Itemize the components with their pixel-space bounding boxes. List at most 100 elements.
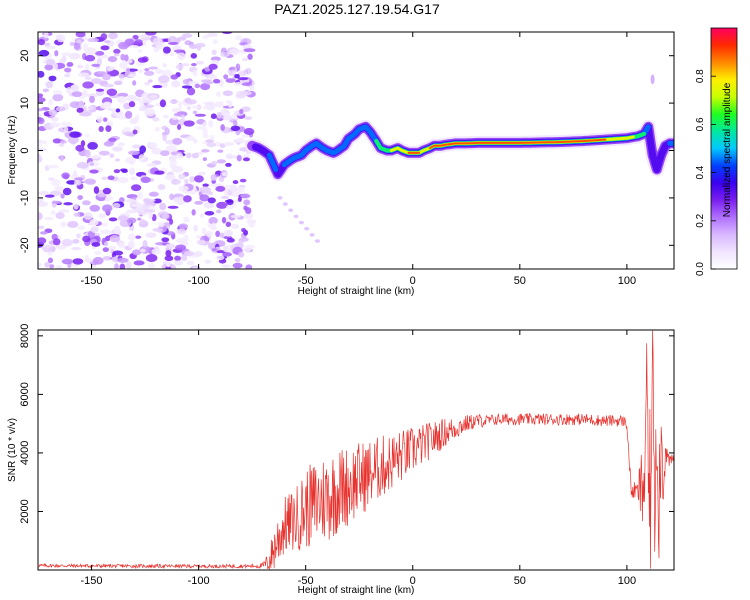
noise-blob <box>76 107 84 113</box>
noise-blob <box>152 84 163 89</box>
noise-blob <box>137 57 148 63</box>
noise-blob <box>39 197 44 203</box>
noise-blob <box>89 155 102 159</box>
noise-blob <box>113 53 120 57</box>
noise-blob <box>117 176 129 184</box>
noise-blob <box>74 177 84 181</box>
noise-blob <box>66 180 77 185</box>
colorbar-tick-label: 0.6 <box>695 117 706 131</box>
noise-blob <box>244 116 253 120</box>
x-tick-label: 100 <box>618 575 636 587</box>
noise-blob <box>298 220 304 225</box>
colorbar-label: Normalized spectral amplitude <box>722 82 733 217</box>
noise-blob <box>135 97 142 102</box>
noise-blob <box>202 183 209 187</box>
noise-blob <box>199 194 210 202</box>
noise-blob <box>167 36 178 44</box>
noise-blob <box>170 178 181 185</box>
noise-blob <box>107 245 117 250</box>
noise-blob <box>243 48 256 53</box>
noise-blob <box>72 258 84 265</box>
noise-blob <box>43 32 49 39</box>
noise-blob <box>226 198 234 206</box>
noise-blob <box>128 73 137 78</box>
noise-blob <box>204 259 212 264</box>
noise-blob <box>194 200 204 205</box>
colorbar-tick-label: 0.8 <box>695 69 706 83</box>
noise-blob <box>43 42 51 47</box>
noise-blob <box>192 110 198 115</box>
noise-blob <box>194 175 204 183</box>
noise-blob <box>195 126 207 130</box>
noise-blob <box>49 122 61 128</box>
noise-blob <box>130 176 138 181</box>
noise-blob <box>63 126 69 133</box>
noise-blob <box>82 89 88 98</box>
noise-blob <box>208 120 214 128</box>
noise-blob <box>137 49 142 53</box>
noise-blob <box>38 93 44 98</box>
noise-blob <box>131 249 142 256</box>
noise-blob <box>104 40 111 44</box>
noise-blob <box>223 142 235 146</box>
ridge-contour-0 <box>245 119 674 182</box>
noise-blob <box>152 117 160 122</box>
noise-blob <box>124 110 133 119</box>
noise-blob <box>107 175 115 181</box>
noise-blob <box>91 242 101 247</box>
noise-blob <box>139 145 147 154</box>
x-tick-label: 50 <box>514 575 526 587</box>
noise-blob <box>206 142 217 148</box>
noise-blob <box>75 144 85 152</box>
x-tick-label: -150 <box>81 575 103 587</box>
noise-blob <box>172 116 178 120</box>
noise-blob <box>232 180 239 185</box>
noise-blob <box>170 264 177 269</box>
noise-blob <box>186 87 196 96</box>
noise-blob <box>178 173 186 180</box>
x-tick-label: 0 <box>410 575 416 587</box>
noise-blob <box>101 73 112 81</box>
noise-blob <box>67 221 79 228</box>
noise-blob <box>174 255 182 261</box>
noise-blob <box>121 169 128 174</box>
colorbar-bar <box>710 27 738 270</box>
noise-blob <box>112 250 124 256</box>
noise-blob <box>143 209 156 213</box>
noise-blob <box>216 159 227 164</box>
noise-blob <box>38 139 44 144</box>
noise-blob <box>113 48 121 54</box>
noise-blob <box>96 57 103 66</box>
noise-blob <box>211 222 216 230</box>
noise-blob <box>222 252 232 257</box>
snr-panel: -150 -100 -50 0 50 100 2000 4000 6000 8000 Heigh… <box>7 324 675 596</box>
noise-blob <box>182 33 193 38</box>
noise-blob <box>162 46 171 54</box>
noise-blob <box>176 228 187 235</box>
noise-blob <box>51 178 61 187</box>
noise-blob <box>239 178 247 183</box>
noise-blob <box>153 198 162 204</box>
noise-blob <box>127 241 136 249</box>
noise-blob <box>224 188 229 197</box>
noise-blob <box>157 221 165 228</box>
noise-blob <box>44 194 55 198</box>
noise-blob <box>225 162 232 167</box>
colorbar: 0.0 0.2 0.4 0.6 0.8 Normalized spectral ampl… <box>695 27 738 276</box>
noise-blob <box>139 248 146 253</box>
noise-blob <box>120 53 126 61</box>
noise-blob <box>104 101 112 108</box>
noise-blob <box>153 47 160 53</box>
noise-blob <box>222 90 233 97</box>
noise-blob <box>211 248 217 252</box>
noise-blob <box>38 237 47 245</box>
noise-blob <box>140 218 146 225</box>
noise-blob <box>154 126 160 132</box>
noise-blob <box>210 113 217 120</box>
noise-blob <box>99 229 112 235</box>
noise-blob <box>143 198 150 203</box>
noise-blob <box>87 93 98 98</box>
noise-blob <box>216 209 222 214</box>
noise-blob <box>90 226 99 234</box>
noise-blob <box>137 217 142 221</box>
